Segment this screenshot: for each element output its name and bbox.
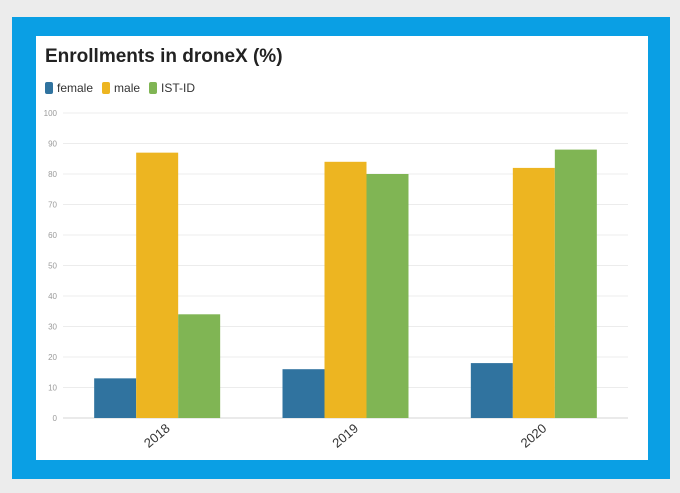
bar-female-2020	[470, 363, 513, 418]
y-tick-label: 100	[44, 109, 58, 118]
legend-item-ist-id[interactable]: IST-ID	[149, 81, 195, 95]
x-tick-label: 2020	[518, 421, 550, 451]
y-tick-label: 20	[48, 353, 57, 362]
bar-male-2018	[136, 152, 179, 418]
y-tick-label: 60	[48, 231, 57, 240]
bar-male-2019	[324, 161, 367, 419]
y-tick-label: 90	[48, 140, 57, 149]
legend-swatch-ist-id	[149, 82, 158, 94]
chart-title: Enrollments in droneX (%)	[45, 46, 283, 67]
legend-label-male: male	[114, 81, 141, 95]
y-tick-label: 10	[48, 384, 57, 393]
y-tick-label: 80	[48, 170, 57, 179]
y-tick-label: 30	[48, 323, 57, 332]
x-tick-label: 2018	[141, 421, 173, 451]
bar-ist-id-2018	[178, 314, 221, 418]
bar-female-2018	[94, 378, 137, 418]
y-tick-label: 50	[48, 262, 57, 271]
y-tick-label: 0	[53, 414, 58, 423]
legend-swatch-female	[45, 82, 53, 94]
legend-item-male[interactable]: male	[102, 81, 140, 95]
legend-item-female[interactable]: female	[45, 81, 93, 95]
bar-female-2019	[282, 369, 325, 418]
y-tick-label: 70	[48, 201, 57, 210]
bar-male-2020	[512, 167, 555, 418]
legend-swatch-male	[102, 82, 111, 94]
y-tick-label: 40	[48, 292, 57, 301]
bar-chart-plot: 0 10 20 30 40 50 60 70 80 90 100 2018 2019 2020	[44, 109, 628, 451]
bar-ist-id-2019	[366, 174, 409, 418]
bar-ist-id-2020	[554, 149, 597, 418]
legend-label-female: female	[57, 81, 94, 95]
chart-card: Enrollments in droneX (%) female male IS…	[36, 36, 648, 460]
legend-label-ist-id: IST-ID	[161, 81, 196, 95]
chart-legend: female male IST-ID	[45, 81, 204, 95]
x-tick-label: 2019	[329, 421, 361, 451]
